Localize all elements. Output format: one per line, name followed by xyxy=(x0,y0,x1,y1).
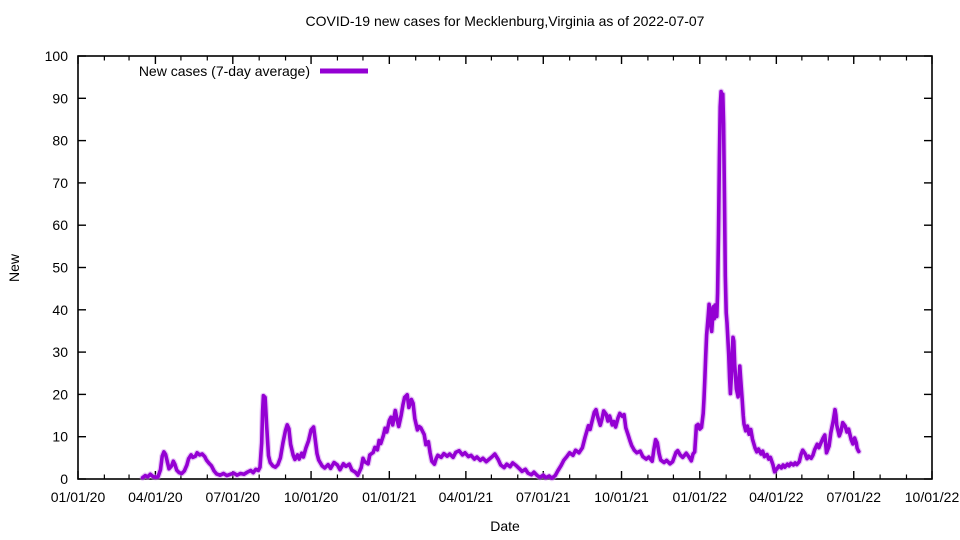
y-axis-title: New xyxy=(6,254,22,283)
y-tick-label: 30 xyxy=(52,344,68,360)
x-tick-label: 01/01/20 xyxy=(51,489,106,505)
x-tick-label: 04/01/21 xyxy=(439,489,494,505)
x-tick-label: 01/01/22 xyxy=(673,489,728,505)
chart-title: COVID-19 new cases for Mecklenburg,Virgi… xyxy=(305,13,705,29)
y-tick-label: 80 xyxy=(52,133,68,149)
y-tick-label: 100 xyxy=(45,48,69,64)
x-tick-label: 07/01/21 xyxy=(516,489,571,505)
x-tick-label: 04/01/22 xyxy=(749,489,804,505)
x-tick-label: 10/01/20 xyxy=(284,489,339,505)
x-tick-label: 01/01/21 xyxy=(362,489,417,505)
y-tick-label: 50 xyxy=(52,260,68,276)
y-tick-label: 60 xyxy=(52,217,68,233)
y-tick-label: 0 xyxy=(60,471,68,487)
y-tick-label: 90 xyxy=(52,90,68,106)
x-tick-label: 10/01/21 xyxy=(594,489,649,505)
y-tick-label: 20 xyxy=(52,386,68,402)
y-tick-label: 40 xyxy=(52,302,68,318)
x-tick-label: 04/01/20 xyxy=(128,489,183,505)
series-line xyxy=(140,89,861,481)
y-tick-label: 70 xyxy=(52,175,68,191)
x-tick-label: 10/01/22 xyxy=(905,489,960,505)
x-tick-label: 07/01/22 xyxy=(826,489,881,505)
legend-label: New cases (7-day average) xyxy=(138,63,310,79)
series-line-halo xyxy=(139,88,862,482)
y-tick-label: 10 xyxy=(52,429,68,445)
x-axis-title: Date xyxy=(490,518,520,534)
x-tick-label: 07/01/20 xyxy=(206,489,261,505)
axis-border xyxy=(77,55,933,480)
